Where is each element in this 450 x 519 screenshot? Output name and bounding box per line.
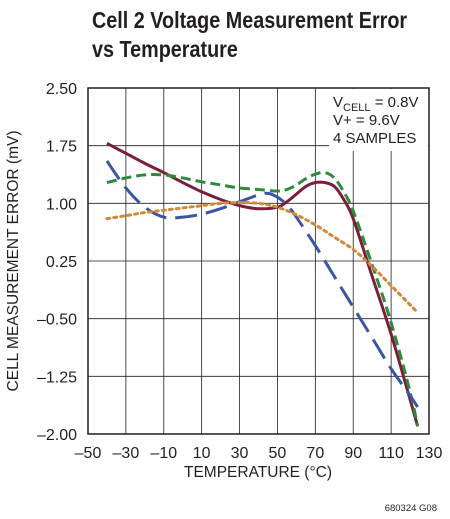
x-tick-label: 30	[231, 445, 249, 462]
y-tick-label: 2.50	[46, 81, 77, 98]
annotation-vcell-prefix: V	[333, 94, 343, 111]
x-tick-labels: –50 –30 –10 10 30 50 70 90 110 130	[75, 445, 443, 462]
x-axis-label: TEMPERATURE (°C)	[184, 464, 332, 481]
x-tick-label: 130	[416, 445, 443, 462]
x-tick-label: 110	[378, 445, 404, 462]
annotation-vcell-sub: CELL	[343, 102, 371, 114]
annotation-vcell-value: = 0.8V	[371, 94, 419, 111]
annotation-background	[329, 89, 428, 151]
series-line-3	[105, 160, 419, 408]
y-tick-label: 0.25	[46, 254, 77, 271]
x-tick-label: 50	[269, 445, 287, 462]
annotation-vplus: V+ = 9.6V	[333, 112, 400, 129]
chart-title-line1: Cell 2 Voltage Measurement Error	[92, 7, 408, 33]
y-tick-labels: 2.50 1.75 1.00 0.25 –0.50 –1.25 –2.00	[37, 81, 77, 444]
x-tick-label: 90	[344, 445, 362, 462]
x-tick-label: –30	[113, 445, 140, 462]
plot-frame	[87, 87, 430, 435]
series-lines	[105, 142, 420, 427]
y-axis-label: CELL MEASUREMENT ERROR (mV)	[5, 131, 22, 392]
y-tick-label: –2.00	[37, 427, 77, 444]
annotation-vcell: VCELL = 0.8V	[333, 94, 419, 114]
grid-lines	[88, 88, 429, 434]
x-tick-label: 10	[193, 445, 211, 462]
x-tick-label: 70	[306, 445, 324, 462]
chart-title: Cell 2 Voltage Measurement Error vs Temp…	[92, 6, 407, 64]
y-tick-label: 1.75	[46, 139, 77, 156]
figure-code: 680324 G08	[385, 503, 437, 514]
x-tick-label: –50	[75, 445, 102, 462]
y-tick-label: –1.25	[37, 369, 77, 386]
series-line-2	[106, 170, 420, 427]
series-line-1	[106, 142, 420, 427]
y-tick-label: 1.00	[46, 196, 77, 213]
series-line-4	[105, 201, 420, 315]
chart-title-line2: vs Temperature	[92, 36, 238, 62]
annotation-samples: 4 SAMPLES	[333, 130, 416, 147]
y-tick-label: –0.50	[37, 312, 77, 329]
x-tick-label: –10	[150, 445, 177, 462]
